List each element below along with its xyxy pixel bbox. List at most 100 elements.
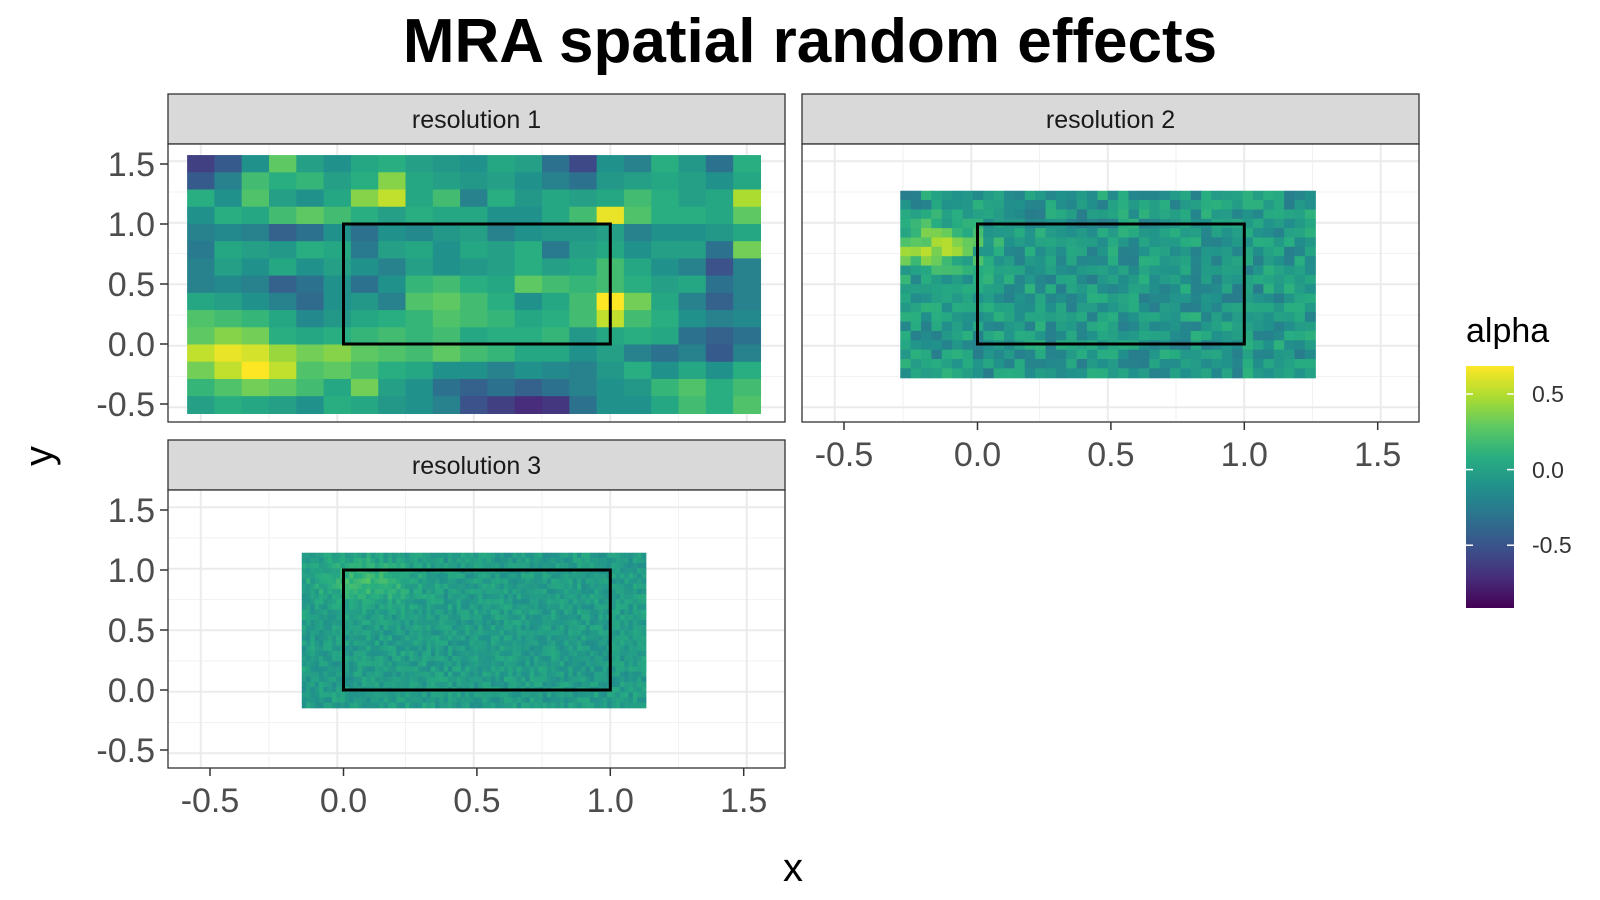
heatmap-cell: [469, 625, 475, 631]
heatmap-cell: [568, 656, 574, 662]
heatmap-cell: [607, 557, 612, 564]
heatmap-cell: [456, 594, 462, 600]
heatmap-cell: [374, 552, 380, 559]
heatmap-cell: [482, 656, 488, 662]
y-tick-label: 0.0: [108, 672, 155, 710]
heatmap-cell: [331, 625, 337, 631]
heatmap-cell: [1087, 330, 1098, 341]
heatmap-cell: [379, 588, 385, 595]
heatmap-cell: [1076, 284, 1088, 295]
heatmap-cell: [1211, 256, 1223, 267]
heatmap-cell: [516, 676, 522, 683]
heatmap-cell: [564, 614, 569, 621]
heatmap-cell: [357, 697, 363, 704]
heatmap-cell: [452, 661, 458, 667]
heatmap-cell: [602, 671, 608, 678]
heatmap-cell: [623, 189, 652, 208]
heatmap-cell: [615, 568, 621, 574]
heatmap-cell: [473, 676, 479, 683]
heatmap-cell: [447, 614, 453, 621]
heatmap-cell: [331, 645, 337, 652]
heatmap-cell: [499, 614, 505, 621]
heatmap-cell: [392, 594, 397, 600]
heatmap-cell: [366, 599, 372, 605]
heatmap-cell: [559, 681, 565, 688]
heatmap-cell: [516, 661, 522, 667]
heatmap-cell: [478, 599, 483, 605]
heatmap-cell: [1014, 312, 1026, 323]
heatmap-cell: [508, 692, 514, 698]
heatmap-cell: [1004, 265, 1015, 276]
heatmap-cell: [602, 676, 608, 683]
heatmap-cell: [503, 609, 509, 616]
heatmap-cell: [972, 359, 984, 369]
heatmap-cell: [426, 666, 432, 673]
heatmap-cell: [357, 625, 363, 631]
y-tick-label: 0.5: [108, 612, 155, 650]
heatmap-cell: [344, 666, 350, 673]
heatmap-cell: [516, 625, 522, 631]
heatmap-cell: [379, 645, 385, 652]
heatmap-cell: [452, 692, 458, 698]
heatmap-cell: [1128, 293, 1140, 304]
heatmap-cell: [1087, 368, 1098, 379]
heatmap-cell: [651, 396, 680, 414]
heatmap-cell: [443, 702, 449, 709]
heatmap-cell: [350, 292, 379, 311]
heatmap-cell: [941, 190, 953, 201]
heatmap-cell: [269, 172, 297, 191]
heatmap-cell: [1232, 265, 1244, 276]
heatmap-cell: [615, 692, 621, 698]
heatmap-cell: [379, 594, 385, 600]
heatmap-cell: [637, 666, 643, 673]
heatmap-cell: [594, 671, 600, 678]
heatmap-cell: [400, 552, 406, 559]
heatmap-cell: [632, 604, 638, 611]
heatmap-cell: [1014, 302, 1026, 313]
heatmap-cell: [323, 599, 329, 605]
heatmap-cell: [632, 681, 638, 688]
heatmap-cell: [452, 630, 458, 636]
heatmap-cell: [1304, 312, 1316, 323]
heatmap-cell: [486, 578, 492, 585]
heatmap-cell: [542, 241, 570, 259]
heatmap-cell: [900, 200, 912, 211]
heatmap-cell: [357, 702, 363, 709]
heatmap-cell: [993, 359, 1005, 369]
heatmap-cell: [383, 666, 389, 673]
heatmap-cell: [413, 578, 419, 585]
heatmap-cell: [542, 666, 548, 673]
heatmap-cell: [306, 630, 311, 636]
heatmap-cell: [405, 172, 434, 191]
heatmap-cell: [615, 661, 621, 667]
heatmap-cell: [594, 588, 600, 595]
heatmap-cell: [615, 630, 621, 636]
heatmap-cell: [624, 568, 630, 574]
heatmap-cell: [495, 599, 501, 605]
heatmap-cell: [900, 340, 912, 351]
heatmap-cell: [1284, 349, 1296, 360]
heatmap-cell: [422, 614, 428, 621]
heatmap-cell: [374, 666, 380, 673]
heatmap-cell: [637, 661, 643, 667]
heatmap-cell: [310, 604, 316, 611]
heatmap-cell: [1284, 340, 1296, 351]
heatmap-cell: [512, 697, 518, 704]
heatmap-cell: [589, 671, 595, 678]
heatmap-cell: [361, 702, 367, 709]
heatmap-cell: [350, 344, 379, 363]
heatmap-cell: [508, 573, 514, 580]
heatmap-cell: [400, 578, 406, 585]
heatmap-cell: [1076, 200, 1088, 211]
heatmap-cell: [327, 604, 333, 611]
heatmap-cell: [1294, 312, 1306, 323]
heatmap-cell: [336, 650, 342, 657]
heatmap-cell: [214, 223, 243, 242]
heatmap-cell: [490, 552, 496, 559]
heatmap-cell: [392, 625, 397, 631]
heatmap-cell: [460, 573, 466, 580]
heatmap-cell: [296, 206, 325, 225]
heatmap-cell: [1253, 293, 1264, 304]
heatmap-cell: [538, 583, 544, 590]
heatmap-cell: [1138, 368, 1150, 379]
